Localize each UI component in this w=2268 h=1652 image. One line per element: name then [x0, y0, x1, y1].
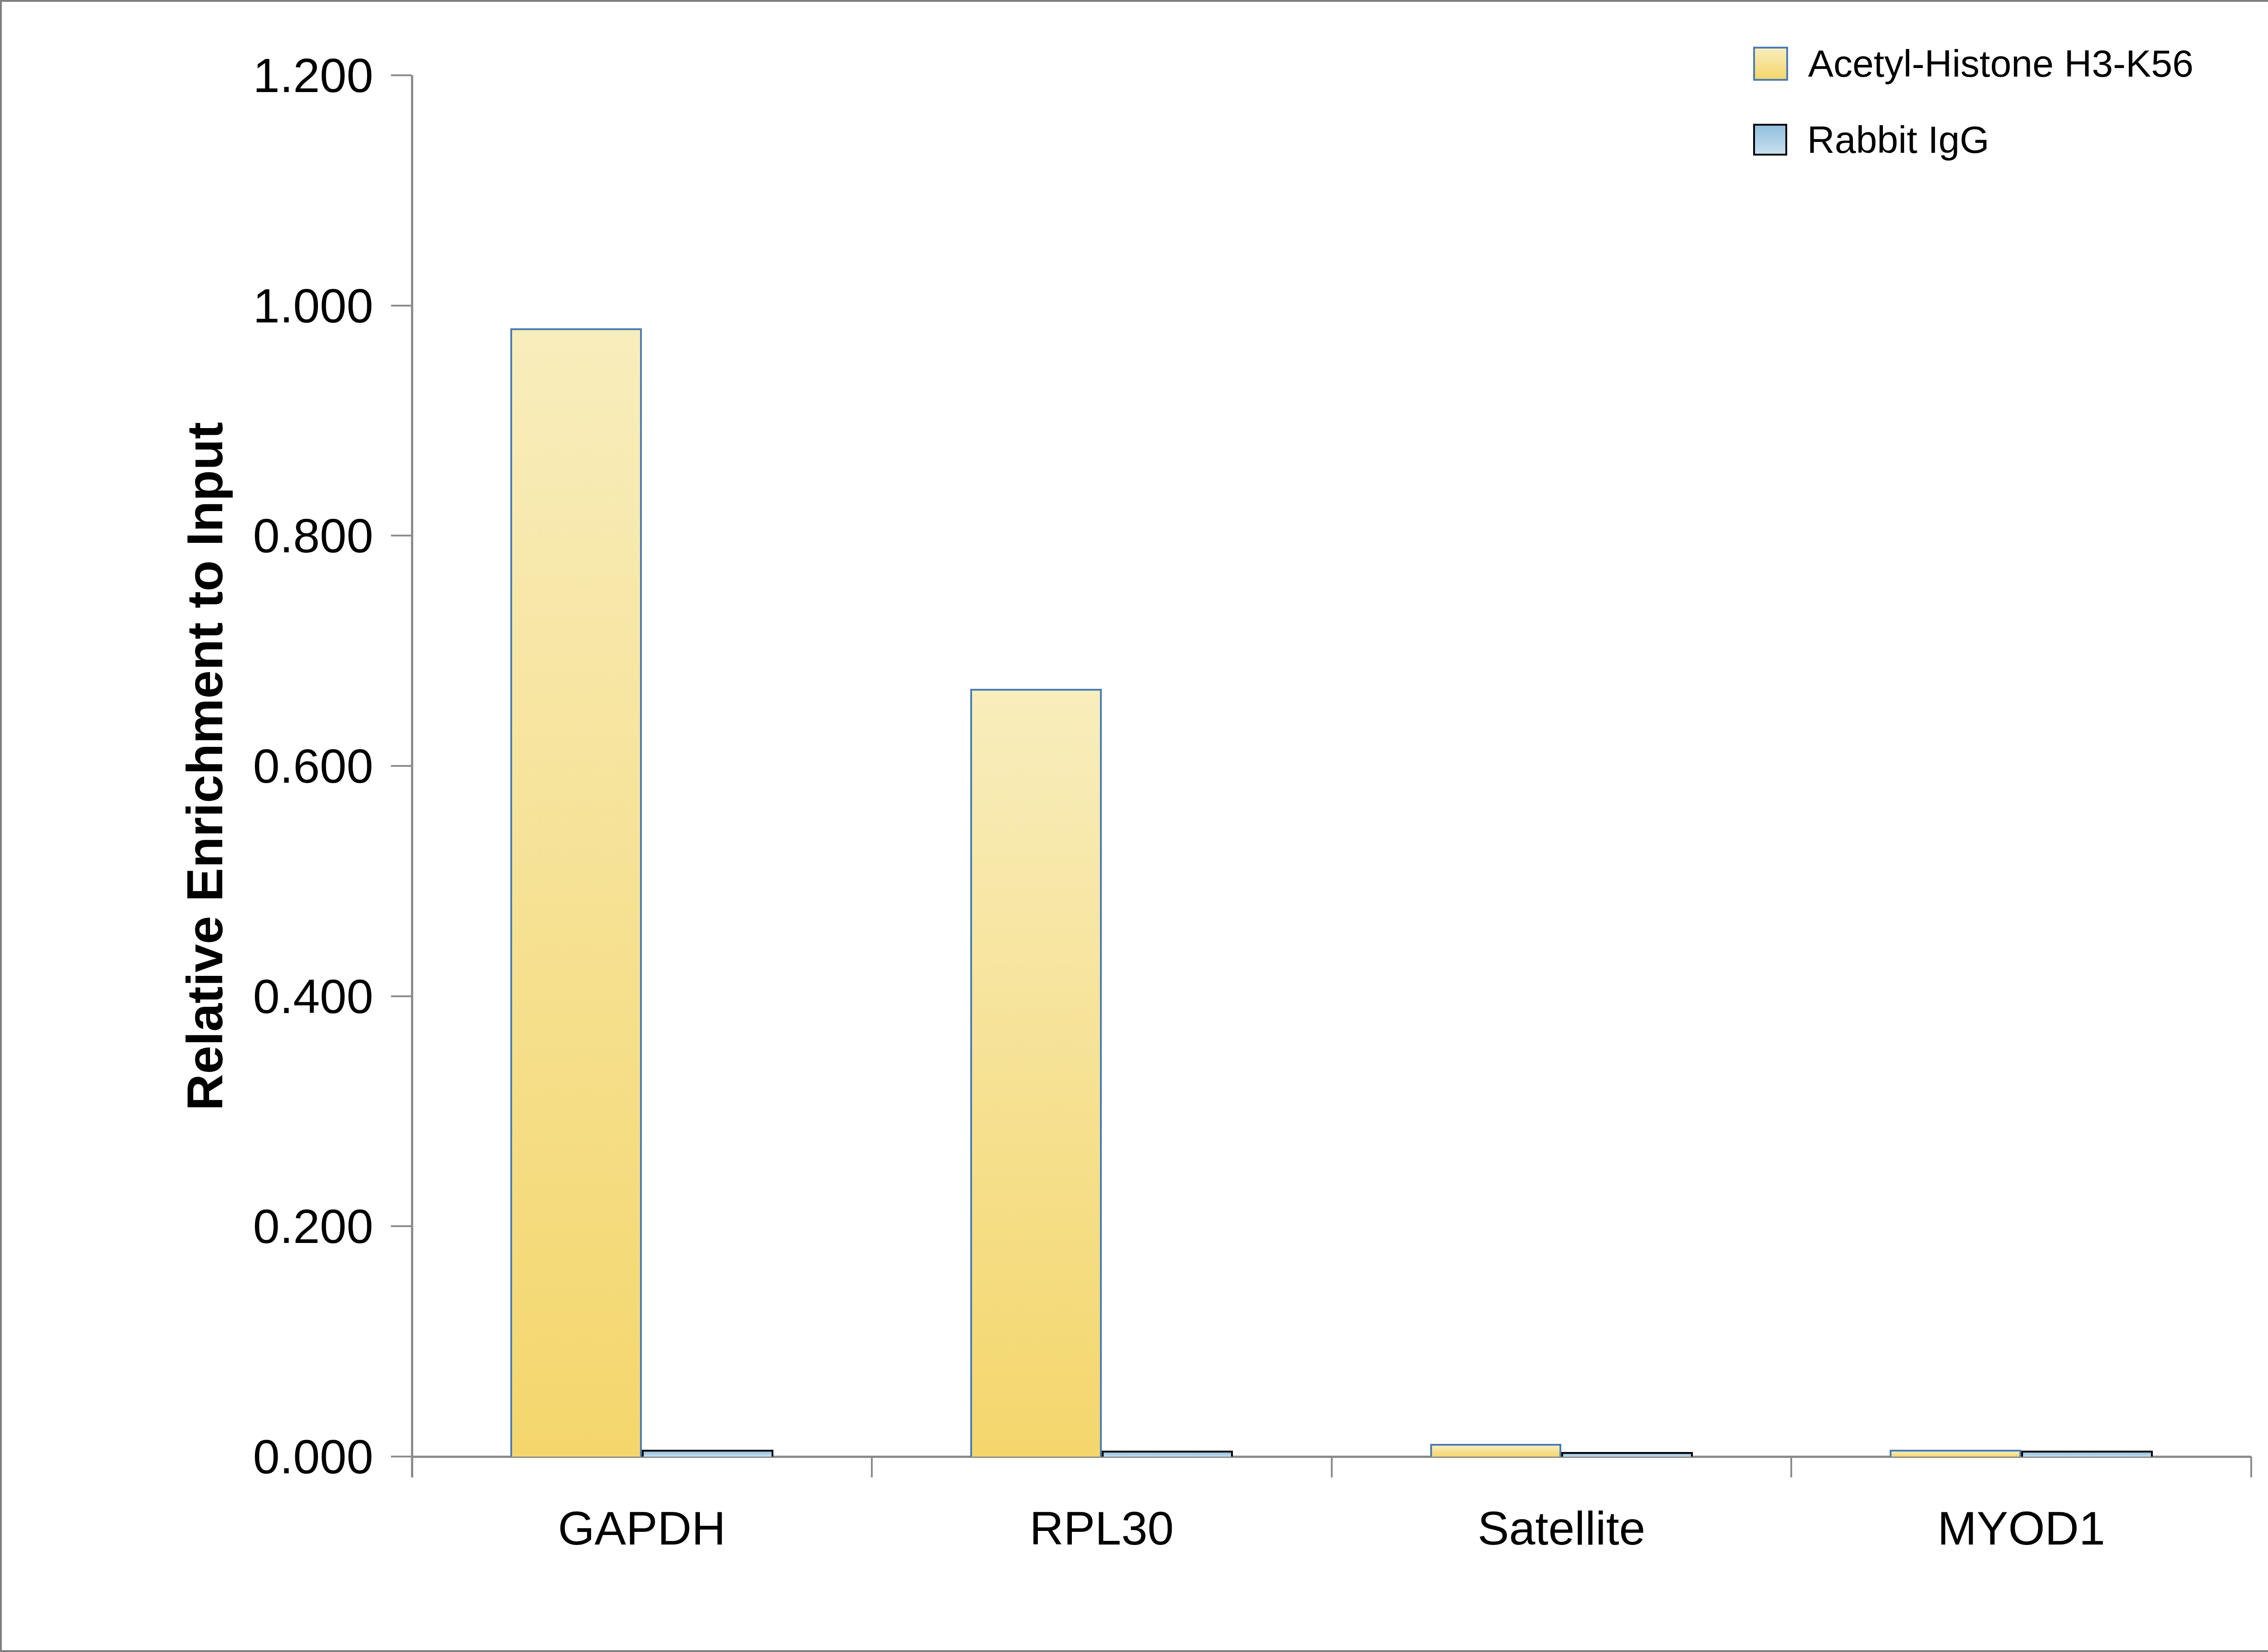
category-label-rpl30: RPL30 — [872, 1505, 1332, 1552]
y-tick-label: 0.800 — [253, 512, 373, 560]
bar-gapdh-rabbit-igg — [642, 1450, 773, 1457]
y-tick — [391, 1456, 412, 1457]
y-tick — [391, 305, 412, 307]
y-tick — [391, 995, 412, 997]
category-label-gapdh: GAPDH — [412, 1505, 872, 1552]
legend-item-rabbit-igg: Rabbit IgG — [1753, 121, 1989, 159]
legend-label-rabbit-igg: Rabbit IgG — [1807, 121, 1989, 159]
x-tick — [1331, 1457, 1333, 1477]
y-tick-label: 0.200 — [253, 1202, 373, 1250]
y-tick — [391, 74, 412, 76]
x-tick — [871, 1457, 873, 1477]
y-tick-label: 1.000 — [253, 282, 373, 330]
x-tick — [1790, 1457, 1792, 1477]
bar-satellite-acetyl-histone-h3-k56 — [1430, 1444, 1562, 1457]
category-label-satellite: Satellite — [1332, 1505, 1792, 1552]
y-tick-label: 0.600 — [253, 742, 373, 790]
y-axis-title: Relative Enrichment to Input — [180, 422, 230, 1111]
y-axis-line — [411, 75, 413, 1477]
chip-bar-chart-figure: Relative Enrichment to Input 0.000 0.200 0… — [0, 0, 2268, 1652]
legend-label-acetyl-histone-h3-k56: Acetyl-Histone H3-K56 — [1808, 44, 2194, 83]
y-tick-label: 0.400 — [253, 972, 373, 1020]
y-tick-label: 0.000 — [253, 1433, 373, 1481]
bar-myod1-rabbit-igg — [2021, 1451, 2153, 1457]
figure-border — [0, 0, 2268, 1652]
bar-myod1-acetyl-histone-h3-k56 — [1890, 1450, 2021, 1457]
bar-rpl30-rabbit-igg — [1102, 1451, 1233, 1457]
category-label-myod1: MYOD1 — [1791, 1505, 2251, 1552]
y-tick-label: 1.200 — [253, 51, 373, 99]
bar-gapdh-acetyl-histone-h3-k56 — [510, 328, 642, 1457]
legend-item-acetyl-histone-h3-k56: Acetyl-Histone H3-K56 — [1753, 44, 2194, 83]
bar-satellite-rabbit-igg — [1561, 1452, 1693, 1457]
legend-swatch-acetyl-histone-h3-k56 — [1753, 47, 1788, 81]
y-tick — [391, 1225, 412, 1227]
bar-rpl30-acetyl-histone-h3-k56 — [970, 689, 1102, 1457]
x-tick — [411, 1457, 413, 1477]
legend-swatch-rabbit-igg — [1753, 124, 1787, 156]
y-tick — [391, 535, 412, 536]
x-tick — [2250, 1457, 2252, 1477]
y-tick — [391, 765, 412, 767]
